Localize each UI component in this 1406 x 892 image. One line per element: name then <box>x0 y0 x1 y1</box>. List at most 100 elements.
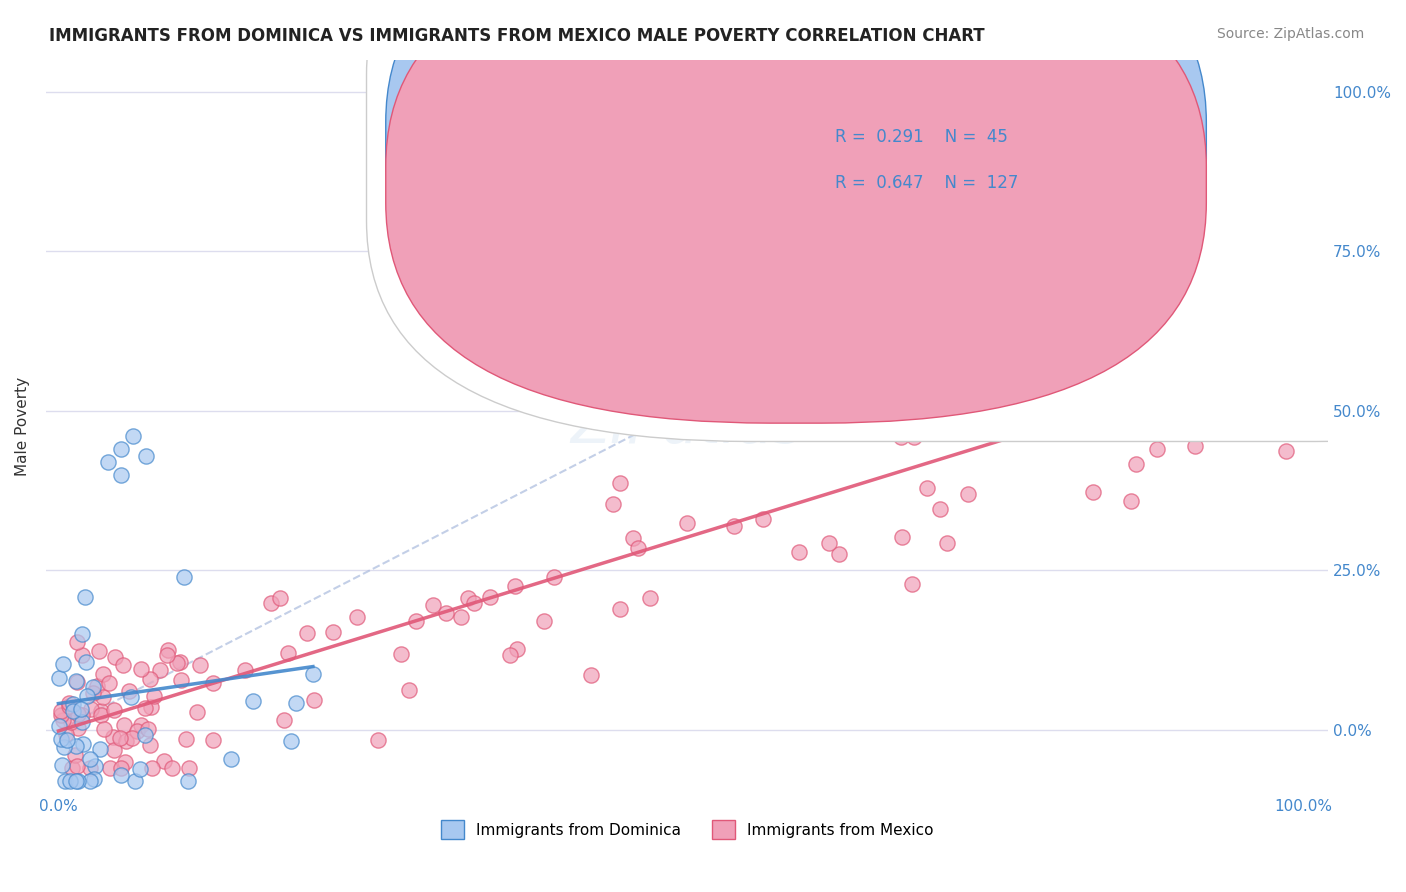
Point <box>70 707 93 722</box>
Point <box>322 625 344 640</box>
Point <box>49 708 72 723</box>
Point <box>422 598 444 612</box>
Point <box>675 516 697 530</box>
Point <box>621 531 644 545</box>
Point <box>101 731 124 745</box>
Point <box>129 662 152 676</box>
Point <box>52 713 75 727</box>
Point <box>65 739 87 753</box>
Point <box>928 501 950 516</box>
FancyBboxPatch shape <box>385 0 1206 379</box>
Point <box>56 733 79 747</box>
Point <box>398 683 420 698</box>
Point <box>82 680 104 694</box>
Point <box>1125 457 1147 471</box>
Point <box>62 704 84 718</box>
Point <box>139 672 162 686</box>
Point <box>55 727 77 741</box>
Point <box>434 606 457 620</box>
FancyBboxPatch shape <box>385 0 1206 423</box>
Text: R =  0.647    N =  127: R = 0.647 N = 127 <box>835 174 1018 192</box>
Point <box>110 467 132 482</box>
Point <box>302 693 325 707</box>
Point <box>910 403 932 417</box>
Point <box>280 733 302 747</box>
Point <box>65 774 87 789</box>
Y-axis label: Male Poverty: Male Poverty <box>15 377 30 476</box>
Point <box>112 718 135 732</box>
Text: R =  0.291    N =  45: R = 0.291 N = 45 <box>835 128 1007 145</box>
Point <box>98 676 121 690</box>
Point <box>53 774 76 789</box>
Point <box>936 536 959 550</box>
Point <box>269 591 291 606</box>
Point <box>89 644 111 658</box>
Point <box>302 667 325 681</box>
Point <box>75 655 97 669</box>
Point <box>457 591 479 605</box>
Point <box>156 643 179 657</box>
Point <box>463 596 485 610</box>
Point <box>98 762 121 776</box>
Point <box>503 579 526 593</box>
Point <box>51 757 73 772</box>
Point <box>828 547 851 561</box>
Point <box>579 668 602 682</box>
Point <box>82 686 104 700</box>
Point <box>65 673 87 688</box>
Point <box>66 634 89 648</box>
Point <box>79 762 101 776</box>
Point <box>723 518 745 533</box>
Point <box>141 762 163 776</box>
Point <box>93 722 115 736</box>
Point <box>609 476 631 491</box>
Point <box>174 731 197 746</box>
Point <box>152 755 174 769</box>
Point <box>915 481 938 495</box>
Point <box>49 704 72 718</box>
Point <box>295 626 318 640</box>
Point <box>90 708 112 723</box>
Point <box>533 615 555 629</box>
Point <box>67 706 90 721</box>
Point <box>86 679 108 693</box>
Point <box>108 731 131 746</box>
Point <box>817 535 839 549</box>
Point <box>48 671 70 685</box>
Point <box>89 742 111 756</box>
Point <box>1184 439 1206 453</box>
Point <box>170 673 193 687</box>
Point <box>66 774 89 789</box>
Point <box>136 723 159 737</box>
Point <box>479 590 502 604</box>
Point <box>903 430 925 444</box>
Point <box>367 733 389 747</box>
Point <box>787 545 810 559</box>
Point <box>52 740 75 755</box>
Point <box>70 714 93 729</box>
Point <box>1171 377 1194 392</box>
Point <box>156 648 179 662</box>
Point <box>143 690 166 704</box>
Point <box>48 719 70 733</box>
Point <box>110 442 132 457</box>
Point <box>506 642 529 657</box>
Point <box>177 774 200 789</box>
Point <box>1146 442 1168 457</box>
Point <box>115 734 138 748</box>
Point <box>104 649 127 664</box>
Point <box>91 667 114 681</box>
Point <box>1192 289 1215 303</box>
Point <box>242 694 264 708</box>
Point <box>943 276 966 290</box>
Point <box>186 705 208 719</box>
Point <box>58 696 80 710</box>
Point <box>273 713 295 727</box>
Point <box>346 610 368 624</box>
Point <box>110 768 132 782</box>
Point <box>97 455 120 469</box>
Point <box>450 610 472 624</box>
Point <box>79 774 101 789</box>
Point <box>91 690 114 704</box>
Point <box>141 699 163 714</box>
